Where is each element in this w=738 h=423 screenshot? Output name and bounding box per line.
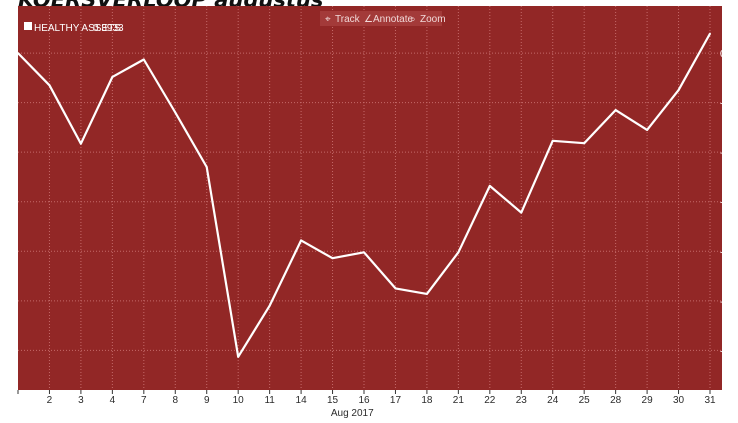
- data-point: [268, 304, 271, 307]
- y-tick-label: -4: [720, 247, 729, 258]
- x-tick-label: 8: [172, 395, 178, 406]
- data-point: [457, 251, 460, 254]
- data-point: [551, 139, 554, 142]
- data-point: [48, 84, 51, 87]
- y-tick-label: -3: [720, 198, 729, 209]
- crosshair-icon: ⌖: [325, 14, 331, 25]
- page-title: KOERSVERLOOP augustus: [18, 0, 323, 11]
- x-tick-label: 28: [610, 395, 622, 406]
- annotate-button[interactable]: ∠ Annotate: [364, 14, 413, 25]
- legend-last-value: 0.3933: [93, 23, 124, 34]
- x-tick-label: 23: [516, 395, 528, 406]
- y-tick-label: -2: [720, 148, 729, 159]
- axis-ticks: [17, 390, 711, 394]
- pencil-icon: ∠: [364, 14, 373, 25]
- x-tick-label: 7: [141, 395, 147, 406]
- x-tick-label: 17: [390, 395, 402, 406]
- data-point: [237, 355, 240, 358]
- data-point: [677, 89, 680, 92]
- x-tick-label: 14: [296, 395, 308, 406]
- data-point: [174, 111, 177, 114]
- x-tick-label: 30: [673, 395, 685, 406]
- x-tick-label: 11: [264, 395, 275, 406]
- data-point: [583, 142, 586, 145]
- x-tick-label: 18: [421, 395, 433, 406]
- data-point: [111, 75, 114, 78]
- data-point: [205, 166, 208, 168]
- y-tick-label: -5: [720, 297, 729, 308]
- x-tick-label: 4: [110, 395, 116, 406]
- data-point: [80, 142, 82, 145]
- track-button[interactable]: ⌖ Track: [325, 14, 361, 25]
- data-point: [646, 128, 648, 131]
- x-tick-label: 10: [233, 395, 245, 406]
- annotate-label: Annotate: [373, 14, 413, 25]
- toolbar-background: [320, 11, 442, 26]
- x-tick-label: 22: [484, 395, 496, 406]
- zoom-button[interactable]: ⌕ Zoom: [410, 14, 446, 25]
- data-point: [614, 109, 617, 111]
- y-tick-label: 0: [720, 49, 726, 60]
- plot-area: [18, 6, 722, 390]
- legend-series-name: HEALTHY ASSETS: [34, 23, 121, 34]
- data-point: [363, 251, 365, 254]
- zoom-label: Zoom: [420, 14, 446, 25]
- y-tick-label: -6: [720, 346, 729, 357]
- chart-toolbar: ⌖ Track ∠ Annotate ⌕ Zoom: [320, 11, 446, 26]
- x-axis-title: Aug 2017: [331, 408, 374, 419]
- x-tick-label: 21: [453, 395, 465, 406]
- legend: HEALTHY ASSETS 0.3933: [24, 22, 124, 34]
- x-tick-label: 3: [78, 395, 84, 406]
- track-label: Track: [335, 14, 361, 25]
- data-point: [520, 211, 523, 214]
- x-tick-label: 15: [327, 395, 339, 406]
- x-tick-label: 31: [704, 395, 716, 406]
- data-point: [709, 32, 711, 35]
- data-point: [426, 292, 428, 295]
- x-tick-label: 16: [358, 395, 370, 406]
- x-tick-label: 24: [547, 395, 559, 406]
- x-tick-label: 29: [642, 395, 654, 406]
- data-point: [394, 287, 397, 290]
- x-tick-label: 25: [579, 395, 591, 406]
- x-tick-label: 2: [47, 395, 53, 406]
- data-points: [17, 32, 711, 358]
- data-point: [142, 58, 145, 61]
- x-tick-label: 9: [204, 395, 210, 406]
- y-tick-label: -1: [720, 99, 729, 110]
- gridlines: [18, 6, 722, 390]
- right-axis-ticks: [722, 27, 726, 376]
- data-point: [331, 257, 334, 260]
- data-point: [300, 239, 302, 242]
- x-tick-labels: 2 3 4 7 8 9 10 11 14 15 16 17 18 21 22 23 24 25 28 29 30 31: [47, 395, 716, 406]
- magnifier-icon: ⌕: [410, 14, 416, 25]
- data-point: [488, 184, 491, 187]
- y-tick-labels: 0 -1 -2 -3 -4 -5 -6: [720, 49, 729, 357]
- legend-checkbox[interactable]: [24, 22, 32, 30]
- data-point: [17, 52, 19, 54]
